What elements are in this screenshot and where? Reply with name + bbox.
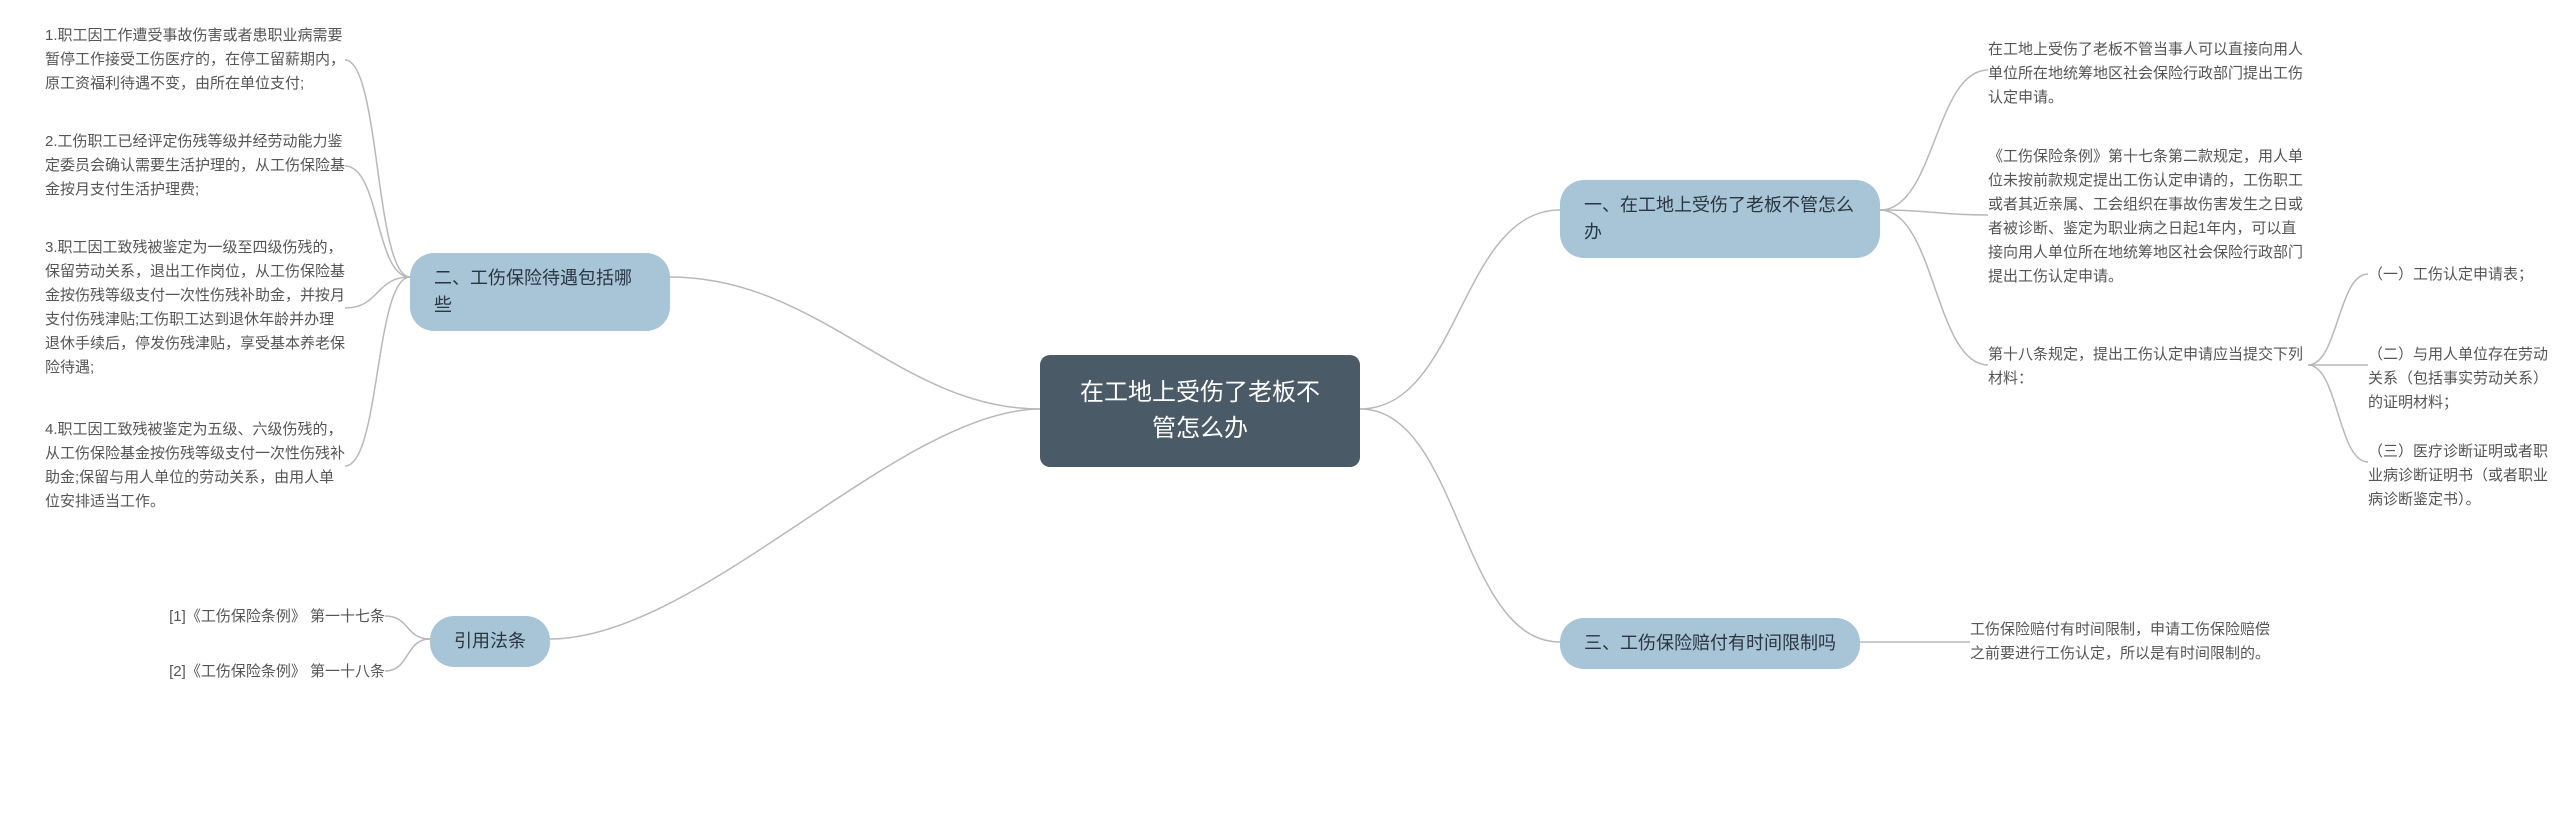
leaf-b2-4: 4.职工因工致残被鉴定为五级、六级伤残的，从工伤保险基金按伤残等级支付一次性伤残… [45, 418, 345, 514]
leaf-b4-2-text: [2]《工伤保险条例》 第一十八条 [169, 663, 385, 680]
leaf-b2-1-text: 1.职工因工作遭受事故伤害或者患职业病需要暂停工作接受工伤医疗的，在停工留薪期内… [45, 27, 345, 92]
leaf-b1-3: 第十八条规定，提出工伤认定申请应当提交下列材料： [1988, 343, 2308, 391]
leaf-b1-3-3-text: （三）医疗诊断证明或者职业病诊断证明书（或者职业病诊断鉴定书）。 [2368, 443, 2548, 508]
leaf-b3-1: 工伤保险赔付有时间限制，申请工伤保险赔偿之前要进行工伤认定，所以是有时间限制的。 [1970, 618, 2280, 666]
leaf-b1-3-2-text: （二）与用人单位存在劳动关系（包括事实劳动关系）的证明材料； [2368, 346, 2548, 411]
leaf-b1-2: 《工伤保险条例》第十七条第二款规定，用人单位未按前款规定提出工伤认定申请的，工伤… [1988, 145, 2308, 289]
branch-2: 二、工伤保险待遇包括哪些 [410, 253, 670, 331]
center-node: 在工地上受伤了老板不管怎么办 [1040, 355, 1360, 467]
branch-1: 一、在工地上受伤了老板不管怎么办 [1560, 180, 1880, 258]
leaf-b2-2: 2.工伤职工已经评定伤残等级并经劳动能力鉴定委员会确认需要生活护理的，从工伤保险… [45, 130, 345, 202]
leaf-b1-3-3: （三）医疗诊断证明或者职业病诊断证明书（或者职业病诊断鉴定书）。 [2368, 440, 2548, 512]
leaf-b1-3-1: （一）工伤认定申请表； [2368, 263, 2548, 287]
leaf-b3-1-text: 工伤保险赔付有时间限制，申请工伤保险赔偿之前要进行工伤认定，所以是有时间限制的。 [1970, 621, 2270, 662]
leaf-b1-3-text: 第十八条规定，提出工伤认定申请应当提交下列材料： [1988, 346, 2303, 387]
branch-4-text: 引用法条 [454, 631, 526, 651]
leaf-b4-1-text: [1]《工伤保险条例》 第一十七条 [169, 608, 385, 625]
branch-3-text: 三、工伤保险赔付有时间限制吗 [1584, 633, 1836, 653]
leaf-b2-3: 3.职工因工致残被鉴定为一级至四级伤残的，保留劳动关系，退出工作岗位，从工伤保险… [45, 236, 345, 380]
leaf-b1-3-1-text: （一）工伤认定申请表； [2368, 266, 2533, 283]
leaf-b1-3-2: （二）与用人单位存在劳动关系（包括事实劳动关系）的证明材料； [2368, 343, 2548, 415]
branch-3: 三、工伤保险赔付有时间限制吗 [1560, 618, 1860, 669]
leaf-b4-2: [2]《工伤保险条例》 第一十八条 [135, 660, 385, 684]
leaf-b4-1: [1]《工伤保险条例》 第一十七条 [135, 605, 385, 629]
center-text: 在工地上受伤了老板不管怎么办 [1080, 379, 1320, 442]
branch-1-text: 一、在工地上受伤了老板不管怎么办 [1584, 195, 1854, 242]
leaf-b1-1: 在工地上受伤了老板不管当事人可以直接向用人单位所在地统筹地区社会保险行政部门提出… [1988, 38, 2308, 110]
leaf-b2-4-text: 4.职工因工致残被鉴定为五级、六级伤残的，从工伤保险基金按伤残等级支付一次性伤残… [45, 421, 345, 510]
leaf-b1-2-text: 《工伤保险条例》第十七条第二款规定，用人单位未按前款规定提出工伤认定申请的，工伤… [1988, 148, 2303, 285]
leaf-b2-2-text: 2.工伤职工已经评定伤残等级并经劳动能力鉴定委员会确认需要生活护理的，从工伤保险… [45, 133, 345, 198]
leaf-b2-1: 1.职工因工作遭受事故伤害或者患职业病需要暂停工作接受工伤医疗的，在停工留薪期内… [45, 24, 345, 96]
leaf-b1-1-text: 在工地上受伤了老板不管当事人可以直接向用人单位所在地统筹地区社会保险行政部门提出… [1988, 41, 2303, 106]
leaf-b2-3-text: 3.职工因工致残被鉴定为一级至四级伤残的，保留劳动关系，退出工作岗位，从工伤保险… [45, 239, 345, 376]
branch-4: 引用法条 [430, 616, 550, 667]
branch-2-text: 二、工伤保险待遇包括哪些 [434, 268, 632, 315]
